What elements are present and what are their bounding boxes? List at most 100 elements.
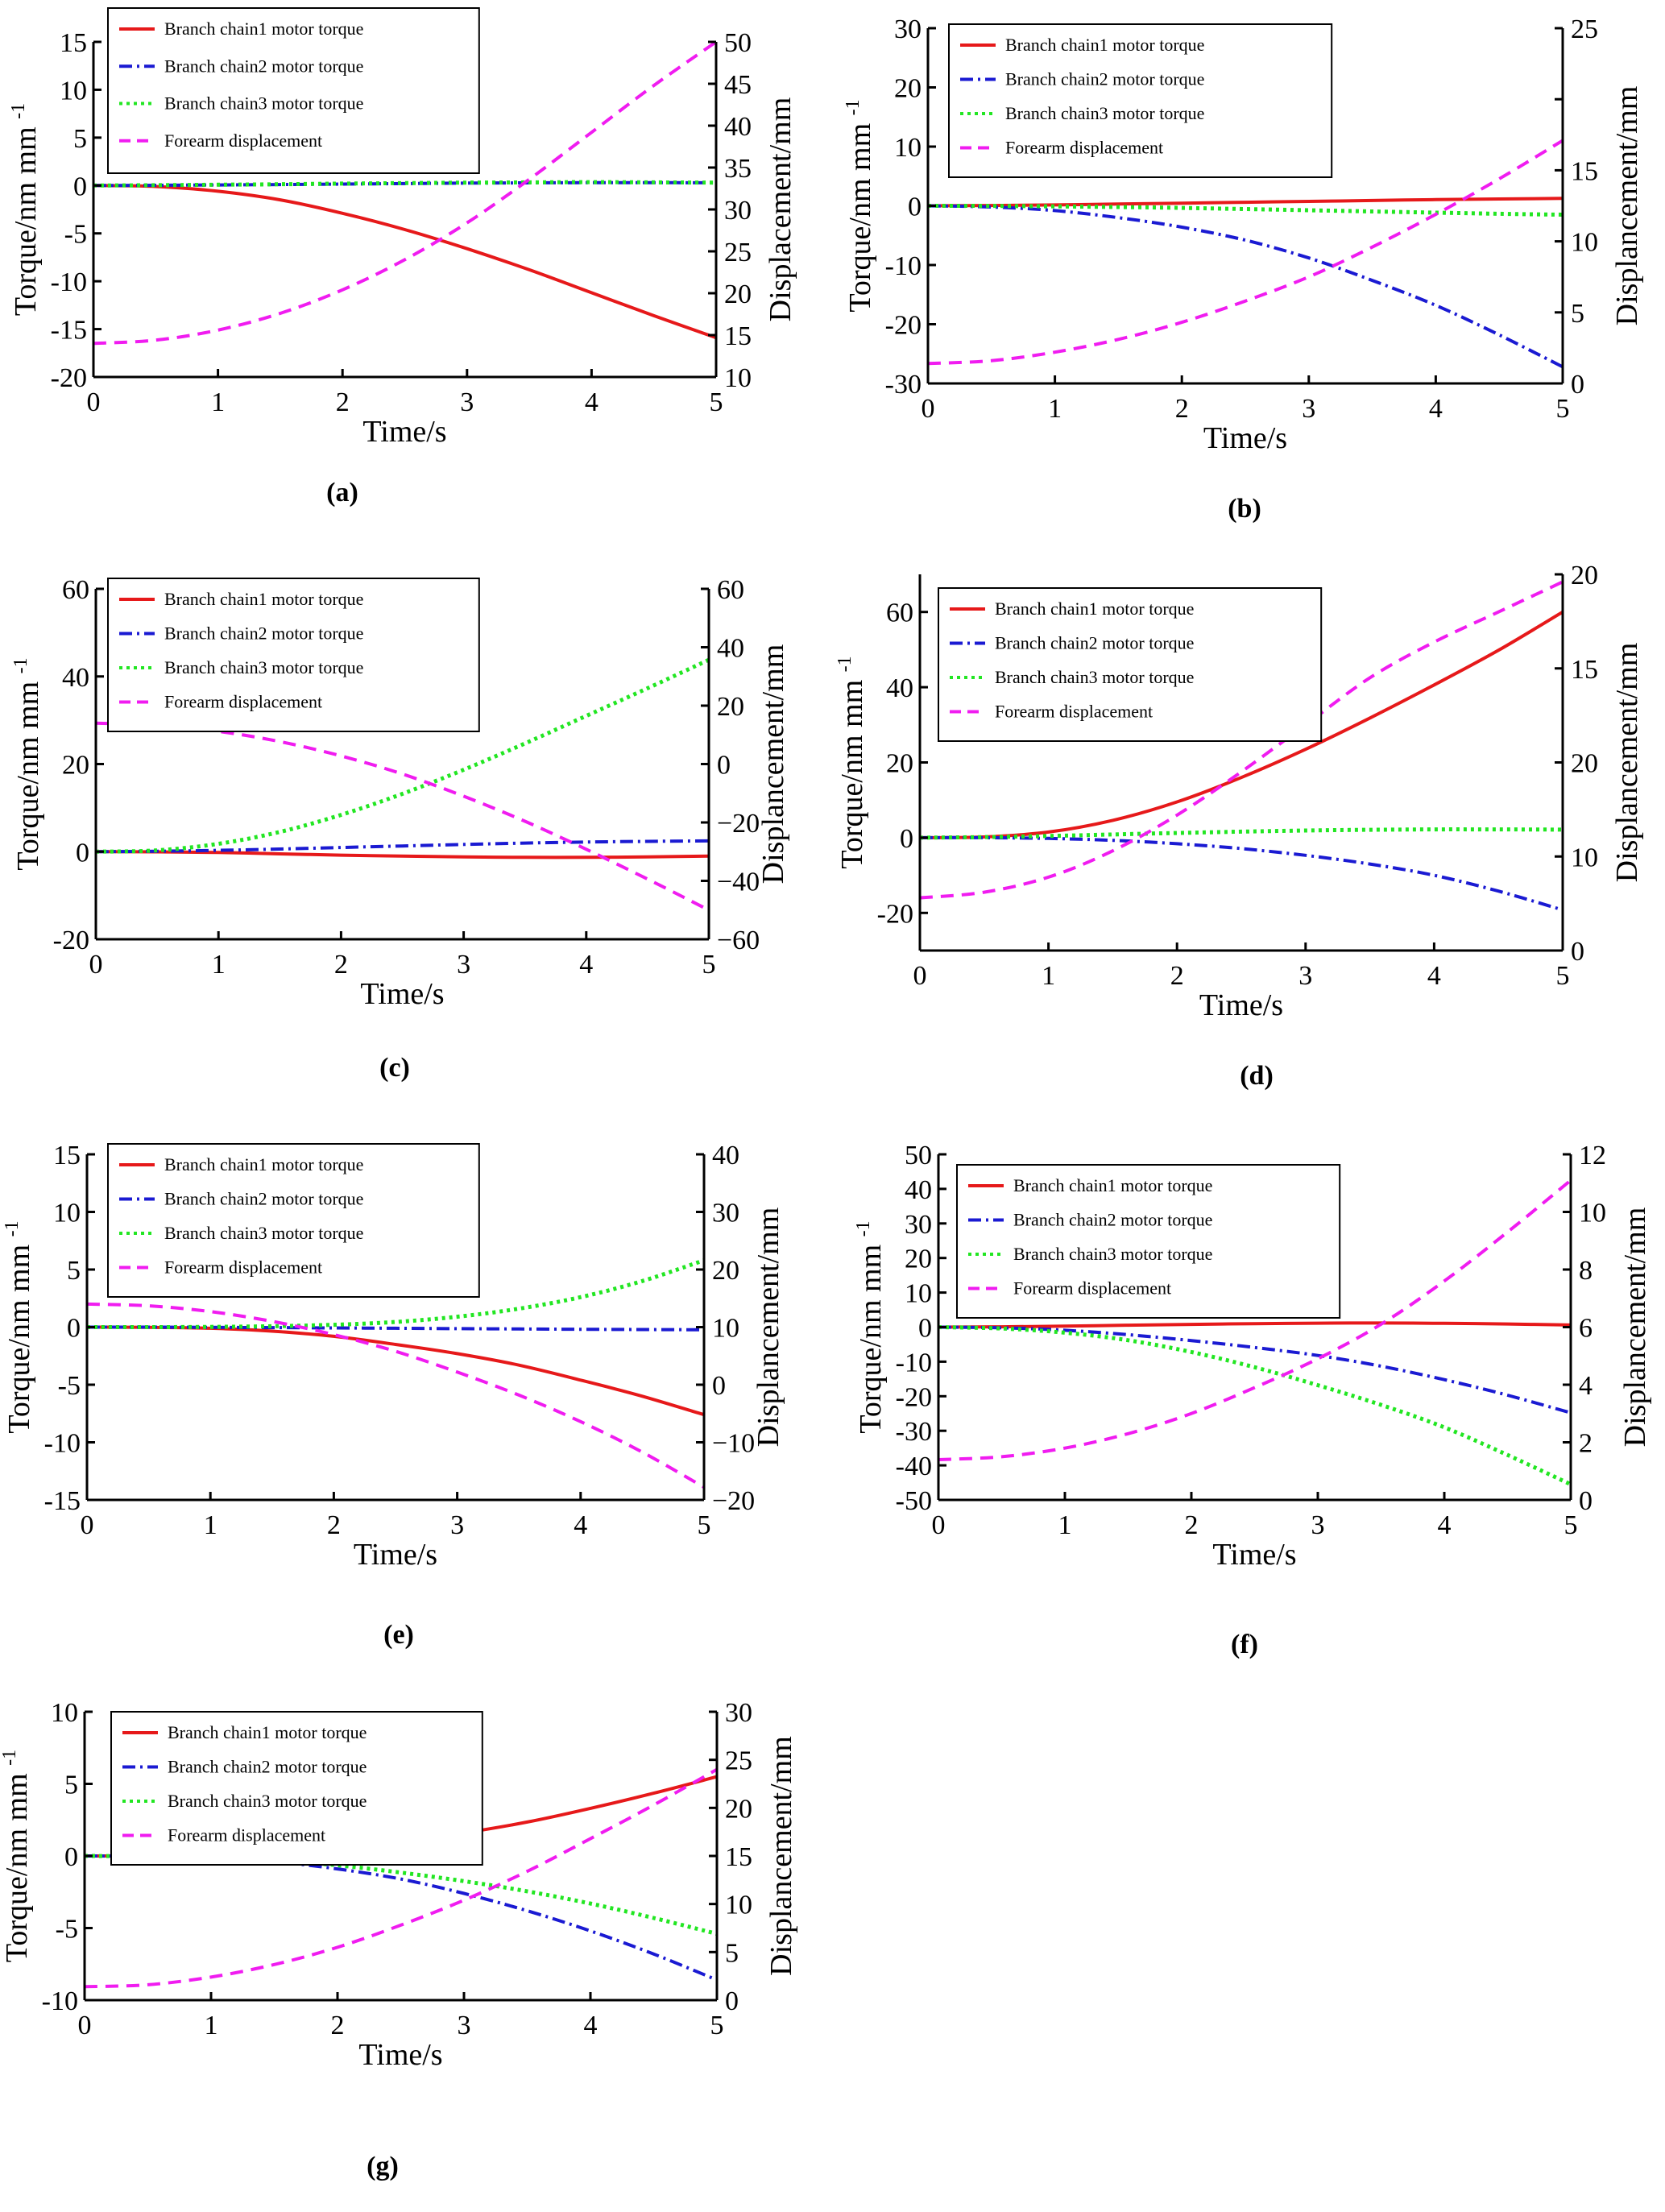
y2-tick-label: −20: [717, 809, 760, 839]
y2-tick-label: 20: [1571, 749, 1598, 779]
legend-label: Branch chain1 motor torque: [168, 1722, 367, 1742]
legend-label: Forearm displacement: [1013, 1278, 1171, 1299]
y-axis-title: Torque/nm mm -1: [8, 103, 43, 316]
y2-tick-label: 60: [717, 575, 744, 605]
y-tick-label: -10: [44, 1429, 81, 1459]
y-tick-label: 10: [60, 76, 87, 106]
x-tick-label: 5: [1564, 1510, 1578, 1540]
y-tick-label: -15: [51, 316, 87, 346]
y2-tick-label: 20: [712, 1256, 739, 1286]
y-axis-title-main: Torque/nm mm: [11, 673, 45, 870]
x-tick-label: 2: [327, 1510, 341, 1540]
y2-tick-label: 10: [712, 1314, 739, 1344]
y-axis-title-main: Torque/nm mm: [2, 1236, 36, 1433]
y2-tick-label: 30: [712, 1199, 739, 1228]
x-tick-label: 3: [1311, 1510, 1325, 1540]
y-axis-title-main: Torque/nm mm: [0, 1766, 34, 1962]
y-tick-label: -10: [42, 1986, 78, 2016]
y2-axis-title: Displancement/mm: [764, 1736, 798, 1976]
y2-tick-label: 15: [724, 321, 752, 351]
y-tick-label: 0: [73, 172, 87, 201]
panel-caption: (d): [1240, 1061, 1274, 1091]
legend-box: [110, 1711, 483, 1866]
y-axis-title: Torque/nm mm -1: [2, 1220, 36, 1433]
x-tick-label: 1: [204, 1510, 217, 1540]
legend-label: Branch chain1 motor torque: [164, 1154, 363, 1174]
x-axis-title: Time/s: [1212, 1538, 1296, 1572]
x-tick-label: 3: [1298, 961, 1312, 991]
y-tick-label: 0: [908, 193, 922, 222]
y2-tick-label: 50: [724, 28, 752, 58]
x-tick-label: 0: [78, 2011, 92, 2040]
chart-panel-a: 0 1 2 3 4 5151050-5-10-15-2050454035302520151…: [8, 7, 797, 507]
y2-tick-label: 12: [1579, 1141, 1606, 1170]
y2-tick-label: 0: [725, 1986, 739, 2016]
legend-label: Branch chain3 motor torque: [1005, 103, 1204, 123]
legend-label: Branch chain2 motor torque: [1005, 69, 1204, 89]
y-axis-title-sup: -1: [835, 656, 855, 672]
y2-tick-label: 10: [1579, 1199, 1606, 1228]
x-axis-title: Time/s: [1199, 988, 1283, 1022]
y-tick-label: -30: [885, 370, 922, 400]
x-tick-label: 1: [1042, 961, 1055, 991]
chart-panel-f: 0 1 2 3 4 550403020100-10-20-30-40-5012108642…: [853, 1141, 1652, 1659]
legend-label: Branch chain1 motor torque: [1005, 35, 1204, 55]
series-line-2: [95, 839, 710, 854]
y2-axis-title: Displacement/mm: [764, 97, 797, 322]
y-axis-title: Torque/nm mm -1: [10, 657, 45, 870]
x-tick-label: 4: [1429, 394, 1443, 424]
legend-label: Branch chain2 motor torque: [164, 1189, 363, 1209]
y2-axis-title: Displancement/mm: [1610, 86, 1644, 326]
legend-label: Branch chain3 motor torque: [168, 1791, 367, 1811]
x-tick-label: 1: [211, 387, 225, 417]
x-tick-label: 1: [205, 2011, 218, 2040]
x-axis-title: Time/s: [1203, 421, 1287, 455]
series-line-4: [95, 721, 710, 912]
panel-caption: (g): [367, 2152, 399, 2181]
y2-tick-label: 0: [1579, 1486, 1593, 1516]
x-tick-label: 0: [81, 1510, 94, 1540]
panel-caption: (a): [326, 478, 358, 507]
y-tick-label: 40: [62, 663, 89, 693]
panel-caption: (f): [1231, 1630, 1258, 1659]
y2-tick-label: 4: [1579, 1371, 1593, 1401]
legend-label: Forearm displacement: [164, 1257, 322, 1278]
x-tick-label: 2: [334, 950, 348, 980]
y-tick-label: 10: [905, 1279, 932, 1309]
y-tick-label: 20: [894, 74, 922, 104]
y-tick-label: 10: [894, 133, 922, 163]
legend: Branch chain1 motor torque Branch chain2 …: [110, 1711, 483, 1866]
y2-tick-label: −60: [717, 926, 760, 955]
legend-box: [107, 7, 480, 174]
y-tick-label: 50: [905, 1141, 932, 1170]
y-tick-label: 5: [64, 1771, 78, 1800]
x-tick-label: 3: [450, 1510, 464, 1540]
series-line-3: [938, 1325, 1572, 1486]
y2-axis-title: Displancement/mm: [1610, 643, 1644, 883]
x-tick-label: 2: [336, 387, 350, 417]
x-tick-label: 5: [1556, 394, 1570, 424]
legend-box: [938, 587, 1323, 742]
y2-tick-label: 20: [725, 1794, 752, 1824]
chart-panel-b: 0 1 2 3 4 53020100-10-20-3025151050Time/sTorq…: [843, 14, 1644, 524]
legend: Branch chain1 motor torque Branch chain2 …: [107, 578, 480, 732]
y-axis-title-sup: -1: [853, 1220, 874, 1236]
legend-label: Branch chain1 motor torque: [995, 599, 1194, 619]
legend-label: Branch chain1 motor torque: [164, 19, 363, 39]
y2-tick-label: 40: [717, 634, 744, 664]
x-tick-label: 3: [1302, 394, 1315, 424]
y2-tick-label: 15: [1571, 655, 1598, 685]
y-tick-label: -20: [896, 1382, 932, 1412]
series-line-4: [84, 1767, 718, 1989]
x-tick-label: 2: [1175, 394, 1189, 424]
legend-label: Branch chain3 motor torque: [995, 667, 1194, 687]
series-line-4: [919, 580, 1564, 900]
x-tick-label: 3: [457, 950, 470, 980]
legend-label: Branch chain1 motor torque: [164, 589, 363, 609]
y-tick-label: -10: [51, 267, 87, 297]
series-line-4: [927, 139, 1564, 366]
y-axis-title-sup: -1: [8, 103, 29, 119]
series-line-1: [93, 184, 717, 340]
legend-label: Branch chain2 motor torque: [1013, 1210, 1212, 1230]
